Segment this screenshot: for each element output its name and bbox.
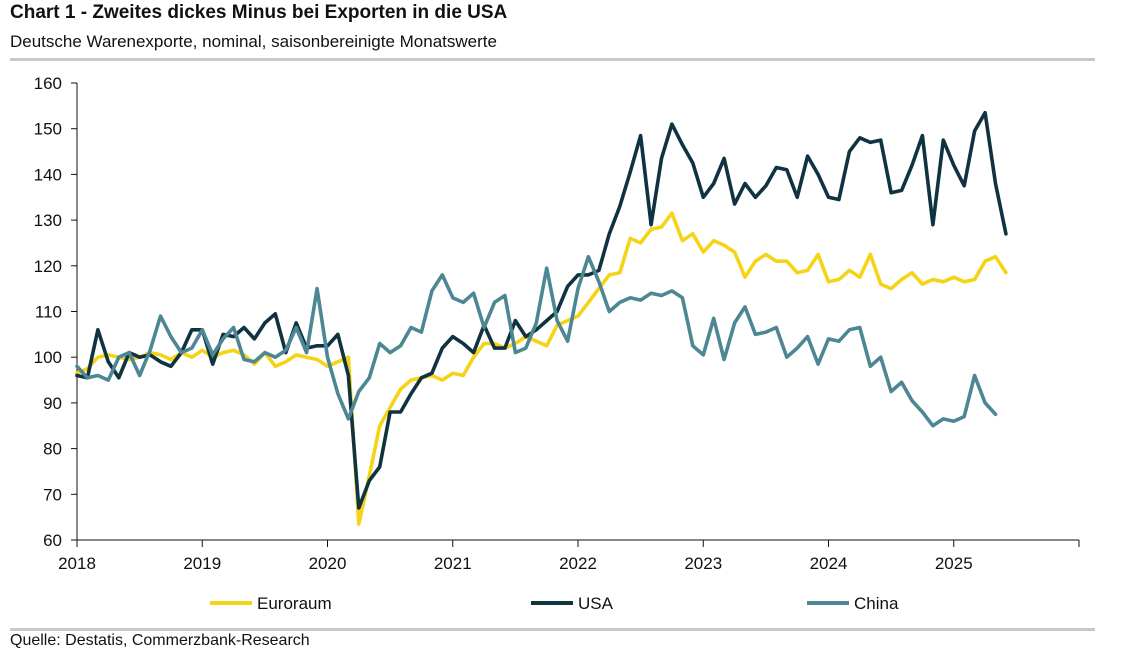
top-divider <box>10 58 1095 61</box>
series-line-usa <box>75 110 1008 510</box>
x-tick-label: 2023 <box>684 554 722 573</box>
chart-subtitle: Deutsche Warenexporte, nominal, saisonbe… <box>10 32 497 51</box>
chart-legend: Euroraum USA China <box>210 594 899 613</box>
y-tick-label: 100 <box>34 348 62 367</box>
legend-label-euroraum: Euroraum <box>257 594 332 613</box>
bottom-divider <box>10 628 1095 631</box>
y-tick-label: 120 <box>34 257 62 276</box>
x-tick-label: 2019 <box>183 554 221 573</box>
source-note: Quelle: Destatis, Commerzbank-Research <box>10 632 310 649</box>
y-tick-label: 110 <box>35 303 62 322</box>
y-tick-label: 140 <box>34 165 62 184</box>
y-tick-label: 90 <box>43 394 62 413</box>
y-tick-label: 70 <box>43 485 62 504</box>
x-tick-label: 2025 <box>935 554 973 573</box>
y-tick-label: 80 <box>43 440 62 459</box>
y-tick-label: 150 <box>34 120 62 139</box>
series-line-china <box>75 254 998 428</box>
x-tick-label: 2022 <box>559 554 597 573</box>
chart-axes: 60 70 80 90 100 110 120 130 140 150 160 2018 2019 202… <box>34 74 1080 573</box>
y-tick-label: 160 <box>34 74 62 93</box>
x-tick-label: 2018 <box>58 554 96 573</box>
series-layer <box>75 110 1008 526</box>
y-tick-label: 130 <box>34 211 62 230</box>
x-tick-label: 2024 <box>810 554 848 573</box>
series-line-euroraum <box>75 211 1008 526</box>
chart-title: Chart 1 - Zweites dickes Minus bei Expor… <box>10 2 508 23</box>
legend-label-china: China <box>854 594 899 613</box>
x-tick-label: 2020 <box>309 554 347 573</box>
y-tick-label: 60 <box>43 531 62 550</box>
x-tick-label: 2021 <box>434 554 472 573</box>
legend-label-usa: USA <box>578 594 614 613</box>
